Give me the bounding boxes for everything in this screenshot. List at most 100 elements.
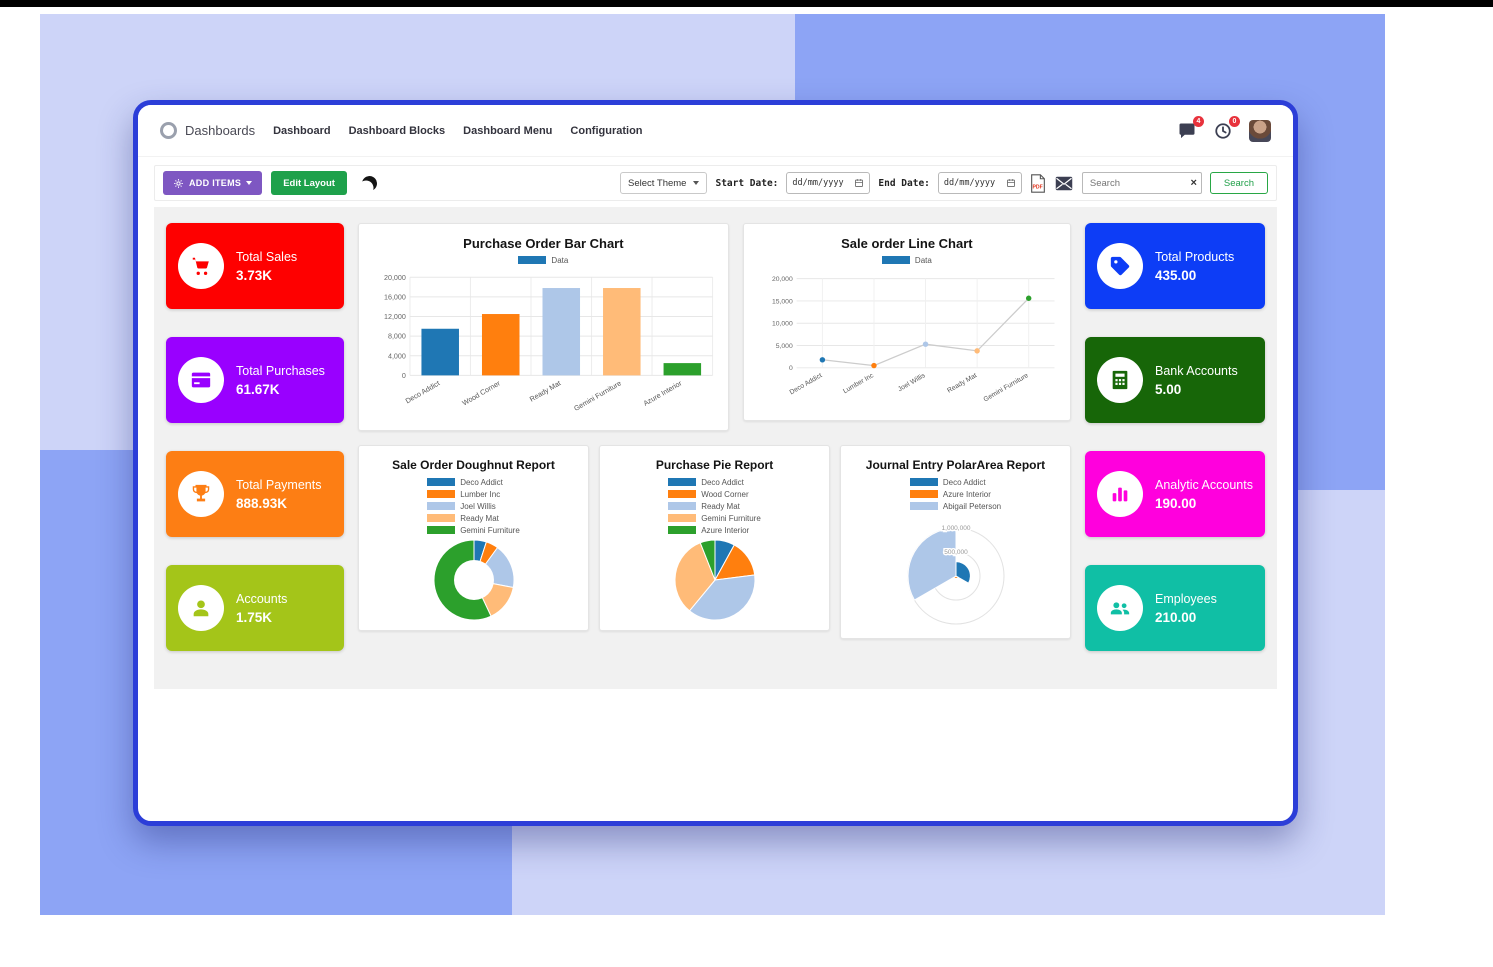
svg-text:Joel Willis: Joel Willis xyxy=(897,372,927,393)
nav-item-dashboard-menu[interactable]: Dashboard Menu xyxy=(463,124,553,137)
legend-item-wood-corner[interactable]: Wood Corner xyxy=(668,489,749,499)
charts-row-bottom: Sale Order Doughnut Report Deco Addict L… xyxy=(358,445,1071,640)
legend-item-azure-interior[interactable]: Azure Interior xyxy=(909,490,991,499)
legend-swatch xyxy=(668,502,697,511)
legend-item-deco-addict[interactable]: Deco Addict xyxy=(668,478,744,487)
legend-item-gemini-furniture[interactable]: Gemini Furniture xyxy=(668,514,761,523)
edit-layout-button[interactable]: Edit Layout xyxy=(271,171,347,195)
caret-down-icon xyxy=(246,181,253,185)
legend-item-data[interactable]: Data xyxy=(518,256,568,265)
kpi-card-employees[interactable]: Employees 210.00 xyxy=(1085,565,1265,651)
search-input[interactable] xyxy=(1081,172,1202,194)
activity-clock-icon[interactable]: 0 xyxy=(1213,115,1240,141)
nav-item-configuration[interactable]: Configuration xyxy=(570,124,643,137)
kpi-value: 61.67K xyxy=(236,381,280,397)
calculator-icon xyxy=(1097,357,1143,403)
activity-badge: 0 xyxy=(1229,115,1240,127)
sale-doughnut-canvas[interactable] xyxy=(367,538,580,622)
kpi-value: 190.00 xyxy=(1155,495,1197,511)
kpi-text: Total Products 435.00 xyxy=(1155,250,1234,283)
legend-item-ready-mat[interactable]: Ready Mat xyxy=(668,502,740,511)
add-items-label: ADD ITEMS xyxy=(189,178,242,188)
credit-card-icon xyxy=(178,357,224,403)
kpi-value: 435.00 xyxy=(1155,267,1197,283)
kpi-text: Total Purchases 61.67K xyxy=(236,364,325,397)
kpi-card-analytic-accounts[interactable]: Analytic Accounts 190.00 xyxy=(1085,451,1265,537)
mail-icon[interactable] xyxy=(1054,176,1074,191)
purchase-bar-canvas[interactable]: 0 4,000 8,000 12,000 16,000 20,000 Deco Addict… xyxy=(367,267,720,422)
charts-column: Purchase Order Bar Chart Data 0 4,000 8,000… xyxy=(358,223,1071,640)
kpi-card-bank-accounts[interactable]: Bank Accounts 5.00 xyxy=(1085,337,1265,423)
legend-item-deco-addict[interactable]: Deco Addict xyxy=(909,477,986,487)
kpi-card-total-products[interactable]: Total Products 435.00 xyxy=(1085,223,1265,309)
svg-text:15,000: 15,000 xyxy=(772,298,793,305)
legend-item-gemini-furniture[interactable]: Gemini Furniture xyxy=(427,526,520,535)
legend-label: Wood Corner xyxy=(701,489,749,499)
svg-text:Wood Corner: Wood Corner xyxy=(461,379,502,407)
dark-mode-moon-icon[interactable] xyxy=(360,174,378,192)
messages-icon[interactable]: 4 xyxy=(1177,115,1204,141)
pdf-export-icon[interactable]: PDF xyxy=(1030,173,1046,193)
svg-text:Deco Addict: Deco Addict xyxy=(404,379,441,405)
toolbar-right: Select Theme Start Date: dd/mm/yyyy End … xyxy=(620,172,1268,194)
kpi-column-right: Total Products 435.00 Bank Accounts 5.00… xyxy=(1085,223,1265,651)
svg-text:20,000: 20,000 xyxy=(772,276,793,283)
legend-label: Deco Addict xyxy=(942,477,986,487)
legend-swatch xyxy=(427,478,456,487)
app-logo-icon xyxy=(160,122,177,139)
kpi-card-total-payments[interactable]: Total Payments 888.93K xyxy=(166,451,344,537)
nav-item-dashboard[interactable]: Dashboard xyxy=(273,124,331,137)
legend-swatch xyxy=(427,490,456,499)
kpi-label: Bank Accounts xyxy=(1155,363,1238,378)
svg-text:500,000: 500,000 xyxy=(944,549,968,556)
start-date-input[interactable]: dd/mm/yyyy xyxy=(786,172,871,194)
search-button[interactable]: Search xyxy=(1209,172,1268,194)
theme-select-value: Select Theme xyxy=(628,177,687,189)
nav-right: 4 0 xyxy=(1177,115,1271,142)
chart-title: Sale Order Doughnut Report xyxy=(392,458,555,473)
legend-swatch xyxy=(881,256,910,264)
end-date-input[interactable]: dd/mm/yyyy xyxy=(937,172,1022,194)
tag-icon xyxy=(1097,243,1143,289)
svg-text:4,000: 4,000 xyxy=(388,352,406,360)
kpi-card-accounts[interactable]: Accounts 1.75K xyxy=(166,565,344,651)
charts-row-top: Purchase Order Bar Chart Data 0 4,000 8,000… xyxy=(358,223,1071,432)
kpi-card-total-sales[interactable]: Total Sales 3.73K xyxy=(166,223,344,309)
kpi-value: 210.00 xyxy=(1155,609,1197,625)
brand[interactable]: Dashboards xyxy=(160,122,255,139)
journal-polar-canvas[interactable]: 500,000 1,000,000 xyxy=(849,514,1062,630)
chart-title: Purchase Pie Report xyxy=(655,458,774,473)
legend-item-abigail-peterson[interactable]: Abigail Peterson xyxy=(909,502,1001,511)
sale-order-line-chart-panel: Sale order Line Chart Data 0 5,000 10,000 15… xyxy=(742,223,1071,422)
clear-search-icon[interactable]: × xyxy=(1190,176,1197,189)
purchase-order-bar-chart-panel: Purchase Order Bar Chart Data 0 4,000 8,000… xyxy=(358,223,729,432)
screen-top-edge xyxy=(0,0,1493,7)
svg-text:10,000: 10,000 xyxy=(772,321,793,328)
legend-label: Gemini Furniture xyxy=(701,513,761,523)
kpi-card-total-purchases[interactable]: Total Purchases 61.67K xyxy=(166,337,344,423)
kpi-text: Analytic Accounts 190.00 xyxy=(1155,478,1253,511)
shopping-cart-icon xyxy=(178,243,224,289)
legend-item-deco-addict[interactable]: Deco Addict xyxy=(427,478,503,487)
legend-item-lumber-inc[interactable]: Lumber Inc xyxy=(427,490,500,499)
legend-label: Deco Addict xyxy=(460,477,503,487)
kpi-column-left: Total Sales 3.73K Total Purchases 61.67K… xyxy=(166,223,344,651)
legend-item-data[interactable]: Data xyxy=(881,256,932,265)
brand-name: Dashboards xyxy=(185,123,256,138)
purchase-pie-canvas[interactable] xyxy=(608,538,821,622)
theme-select[interactable]: Select Theme xyxy=(620,172,708,194)
legend-swatch xyxy=(668,514,697,523)
sale-line-canvas[interactable]: 0 5,000 10,000 15,000 20,000 Deco Addict Lumbe… xyxy=(752,267,1062,412)
legend-item-ready-mat[interactable]: Ready Mat xyxy=(427,514,499,523)
legend-label: Lumber Inc xyxy=(460,489,501,499)
user-avatar[interactable] xyxy=(1249,119,1271,142)
legend-label: Gemini Furniture xyxy=(460,525,520,535)
legend-swatch xyxy=(427,502,456,511)
nav-item-dashboard-blocks[interactable]: Dashboard Blocks xyxy=(348,124,446,137)
calendar-icon xyxy=(855,179,864,187)
legend-item-joel-willis[interactable]: Joel Willis xyxy=(427,502,496,511)
add-items-button[interactable]: ADD ITEMS xyxy=(163,171,263,195)
toolbar: ADD ITEMS Edit Layout Select Theme Start… xyxy=(154,165,1277,201)
chart-legend: Data xyxy=(752,254,1062,266)
legend-item-azure-interior[interactable]: Azure Interior xyxy=(668,526,749,535)
